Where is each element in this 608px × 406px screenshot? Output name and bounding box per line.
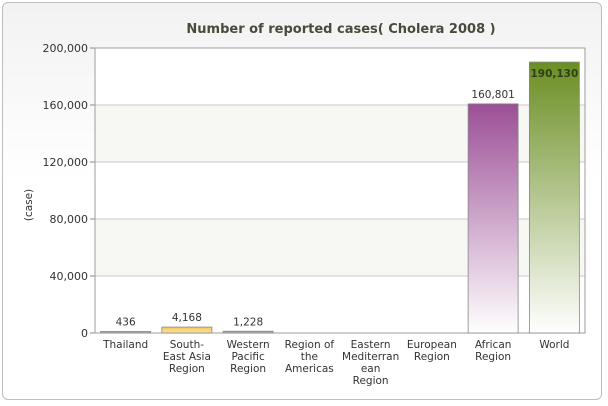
x-tick-label-4: Eastern Mediterran ean Region [342, 339, 399, 387]
plot-border [94, 47, 586, 334]
y-tick-label: 200,000 [43, 42, 89, 55]
y-axis-label: (case) [23, 189, 35, 221]
bar-6[interactable] [467, 103, 519, 334]
x-tick-label-7: World [539, 339, 569, 351]
value-label-7: 190,130 [530, 68, 578, 80]
value-label-2: 1,228 [233, 316, 263, 328]
y-tick-label: 120,000 [43, 156, 89, 169]
value-label-6: 160,801 [471, 89, 514, 101]
x-tick-label-2: Western Pacific Region [227, 339, 270, 375]
bar-0[interactable] [100, 331, 152, 334]
value-label-0: 436 [116, 317, 136, 329]
y-tick-label: 0 [81, 327, 88, 340]
plot-area: 0 40,000 80,000 120,000 160,000 200,000 436 Tha… [43, 42, 586, 387]
x-tick-label-6: African Region [475, 339, 512, 363]
value-label-1: 4,168 [172, 312, 202, 324]
bar-7[interactable] [528, 61, 580, 334]
x-tick-label-0: Thailand [102, 339, 148, 351]
x-tick-label-1: South-East Asia Region [163, 339, 211, 375]
x-tick-label-5: European Region [407, 339, 457, 363]
bar-1[interactable] [161, 326, 213, 334]
y-tick-label: 40,000 [50, 270, 89, 283]
y-tick-label: 80,000 [50, 213, 89, 226]
chart-title: Number of reported cases( Cholera 2008 ) [186, 22, 495, 37]
y-tick-label: 160,000 [43, 99, 89, 112]
x-tick-label-3: Region of the Americas [285, 339, 335, 375]
bar-2[interactable] [222, 330, 274, 334]
